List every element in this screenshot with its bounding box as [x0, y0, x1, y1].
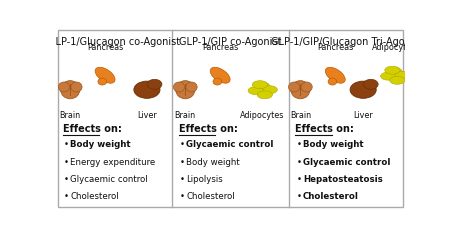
Ellipse shape [350, 81, 376, 98]
Ellipse shape [213, 78, 222, 85]
Text: Energy expenditure: Energy expenditure [303, 209, 388, 218]
Ellipse shape [210, 67, 230, 83]
Ellipse shape [98, 78, 107, 85]
Text: Effects on:: Effects on: [295, 124, 354, 134]
Text: Body weight: Body weight [303, 140, 364, 149]
Text: Cholesterol: Cholesterol [70, 192, 119, 201]
Circle shape [252, 81, 268, 89]
Ellipse shape [58, 82, 69, 92]
Ellipse shape [176, 81, 195, 99]
Ellipse shape [61, 81, 80, 99]
Text: •: • [180, 140, 185, 149]
Ellipse shape [95, 67, 115, 83]
Ellipse shape [291, 81, 310, 99]
Text: Lipolysis: Lipolysis [303, 226, 340, 235]
Text: Glycaemic control: Glycaemic control [70, 175, 148, 184]
Text: Pancreas: Pancreas [87, 43, 123, 52]
Ellipse shape [186, 82, 197, 92]
Text: Adipocytes: Adipocytes [372, 43, 417, 52]
Text: Liver: Liver [137, 111, 157, 120]
Text: GLP-1/Glucagon co-Agonist: GLP-1/Glucagon co-Agonist [48, 37, 180, 47]
Text: •: • [180, 158, 185, 167]
Text: •: • [297, 192, 302, 201]
Circle shape [385, 66, 400, 74]
Text: •: • [297, 175, 302, 184]
Text: •: • [297, 209, 302, 218]
Text: •: • [297, 158, 302, 167]
Circle shape [387, 68, 402, 76]
Circle shape [381, 72, 396, 80]
Text: •: • [64, 140, 69, 149]
Text: •: • [64, 158, 69, 167]
Text: Liver: Liver [353, 111, 373, 120]
Text: Brain: Brain [290, 111, 311, 120]
Ellipse shape [288, 82, 300, 92]
Text: Lipolysis: Lipolysis [186, 175, 223, 184]
Circle shape [254, 82, 270, 90]
Circle shape [262, 86, 277, 94]
Text: Pancreas: Pancreas [202, 43, 239, 52]
Text: •: • [180, 175, 185, 184]
Ellipse shape [134, 81, 160, 98]
Text: Body weight: Body weight [70, 140, 131, 149]
Ellipse shape [173, 82, 184, 92]
Text: Glycaemic control: Glycaemic control [303, 158, 390, 167]
Ellipse shape [325, 67, 345, 83]
Text: Hepatosteatosis: Hepatosteatosis [303, 175, 382, 184]
Ellipse shape [147, 79, 162, 89]
Text: •: • [297, 226, 302, 235]
Text: Effects on:: Effects on: [179, 124, 238, 134]
Text: Energy expenditure: Energy expenditure [70, 158, 155, 167]
Text: •: • [180, 192, 185, 201]
Ellipse shape [71, 82, 82, 92]
Text: Brain: Brain [175, 111, 196, 120]
Text: GLP-1/GIP co-Agonist: GLP-1/GIP co-Agonist [180, 37, 282, 47]
Circle shape [248, 87, 263, 95]
Circle shape [390, 76, 405, 84]
Ellipse shape [328, 78, 337, 85]
FancyBboxPatch shape [58, 30, 403, 207]
Text: Brain: Brain [60, 111, 81, 120]
Circle shape [395, 71, 410, 79]
Text: Glycaemic control: Glycaemic control [186, 140, 274, 149]
Text: Cholesterol: Cholesterol [303, 192, 359, 201]
Text: Pancreas: Pancreas [317, 43, 353, 52]
Text: Cholesterol: Cholesterol [186, 192, 235, 201]
Circle shape [257, 91, 273, 99]
Text: •: • [64, 175, 69, 184]
Text: Body weight: Body weight [186, 158, 240, 167]
Ellipse shape [301, 82, 312, 92]
Text: •: • [297, 140, 302, 149]
Ellipse shape [364, 79, 378, 89]
Text: GLP-1/GIP/Glucagon Tri-Agonist: GLP-1/GIP/Glucagon Tri-Agonist [271, 37, 423, 47]
Text: Effects on:: Effects on: [63, 124, 122, 134]
Text: Adipocytes: Adipocytes [240, 111, 284, 120]
Text: •: • [64, 192, 69, 201]
